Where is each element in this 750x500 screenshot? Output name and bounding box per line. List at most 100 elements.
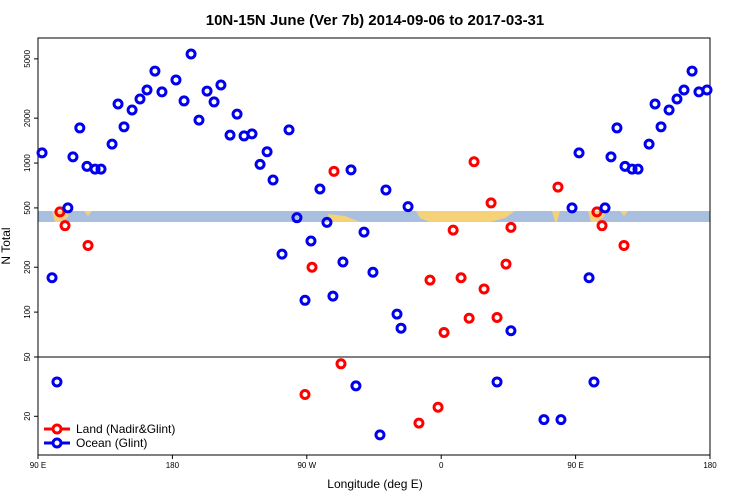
- legend-marker: [51, 437, 63, 449]
- point: [193, 114, 205, 126]
- y-tick-label: 20: [23, 411, 32, 420]
- point: [380, 184, 392, 196]
- point: [134, 93, 146, 105]
- legend-label: Land (Nadir&Glint): [76, 422, 175, 436]
- point: [59, 220, 71, 232]
- y-tick-label: 500: [23, 201, 32, 215]
- point: [395, 322, 407, 334]
- point: [599, 202, 611, 214]
- point: [254, 158, 266, 170]
- x-tick-label: 90 E: [30, 461, 46, 470]
- y-axis-label: N Total: [0, 227, 13, 264]
- point: [141, 84, 153, 96]
- point: [224, 129, 236, 141]
- point: [62, 202, 74, 214]
- y-tick-label: 50: [23, 352, 32, 361]
- point: [500, 258, 512, 270]
- x-tick-label: 180: [703, 461, 717, 470]
- land-shape: [552, 211, 560, 222]
- point: [583, 272, 595, 284]
- point: [447, 224, 459, 236]
- point: [246, 128, 258, 140]
- point: [552, 181, 564, 193]
- point: [335, 358, 347, 370]
- point: [328, 165, 340, 177]
- point: [566, 202, 578, 214]
- land-shape: [620, 211, 628, 216]
- point: [170, 74, 182, 86]
- land-shape: [328, 214, 360, 222]
- point: [643, 138, 655, 150]
- point: [505, 325, 517, 337]
- y-tick-label: 1000: [23, 154, 32, 172]
- point: [605, 151, 617, 163]
- point: [106, 138, 118, 150]
- point: [283, 124, 295, 136]
- point: [337, 256, 349, 268]
- point: [231, 108, 243, 120]
- point: [626, 163, 638, 175]
- point: [306, 261, 318, 273]
- y-tick-label: 200: [23, 260, 32, 274]
- point: [374, 429, 386, 441]
- point: [402, 201, 414, 213]
- x-tick-label: 90 E: [567, 461, 583, 470]
- point: [478, 283, 490, 295]
- point: [327, 290, 339, 302]
- y-tick-label: 100: [23, 305, 32, 319]
- point: [555, 414, 567, 426]
- point: [89, 163, 101, 175]
- point: [149, 65, 161, 77]
- point: [618, 239, 630, 251]
- point: [588, 376, 600, 388]
- map-strip: [38, 211, 710, 222]
- point: [46, 272, 58, 284]
- point: [261, 146, 273, 158]
- point: [299, 294, 311, 306]
- chart-title: 10N-15N June (Ver 7b) 2014-09-06 to 2017…: [206, 12, 545, 29]
- point: [276, 248, 288, 260]
- x-tick-label: 0: [439, 461, 444, 470]
- point: [663, 104, 675, 116]
- legend-marker: [51, 423, 63, 435]
- y-tick-label: 2000: [23, 109, 32, 127]
- point: [649, 98, 661, 110]
- point: [678, 84, 690, 96]
- point: [391, 308, 403, 320]
- point: [299, 389, 311, 401]
- point: [485, 197, 497, 209]
- point: [126, 104, 138, 116]
- point: [505, 221, 517, 233]
- point: [573, 147, 585, 159]
- point: [350, 380, 362, 392]
- point: [424, 274, 436, 286]
- x-tick-label: 180: [166, 461, 180, 470]
- point: [596, 220, 608, 232]
- point: [267, 174, 279, 186]
- ocean-strip: [38, 211, 710, 222]
- point: [591, 206, 603, 218]
- point: [208, 96, 220, 108]
- point: [51, 376, 63, 388]
- point: [291, 212, 303, 224]
- point: [686, 65, 698, 77]
- point: [82, 239, 94, 251]
- point: [432, 401, 444, 413]
- point: [201, 85, 213, 97]
- point: [491, 312, 503, 324]
- land-shape: [84, 211, 92, 216]
- x-tick-label: 90 W: [297, 461, 316, 470]
- legend-label: Ocean (Glint): [76, 436, 147, 450]
- point: [438, 326, 450, 338]
- point: [367, 266, 379, 278]
- point: [67, 151, 79, 163]
- point: [345, 164, 357, 176]
- x-axis-label: Longitude (deg E): [327, 477, 422, 491]
- point: [413, 417, 425, 429]
- point: [632, 163, 644, 175]
- point: [74, 122, 86, 134]
- point: [156, 86, 168, 98]
- point: [455, 272, 467, 284]
- point: [671, 93, 683, 105]
